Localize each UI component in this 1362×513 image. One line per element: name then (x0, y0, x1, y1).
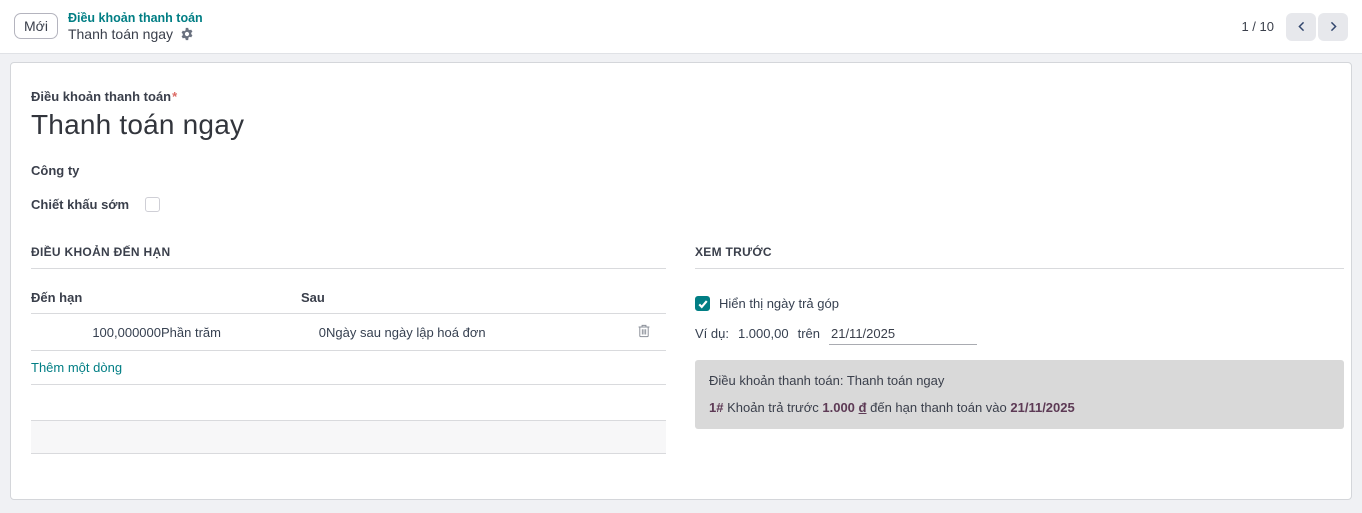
empty-row (31, 384, 666, 421)
trash-icon (638, 324, 649, 338)
due-terms-table: Đến hạn Sau 100,000000 Phần trăm 0 Ngày … (31, 281, 666, 454)
preview-section-title: XEM TRƯỚC (695, 245, 1344, 269)
payment-terms-field-label: Điều khoản thanh toán* (31, 89, 1344, 104)
chevron-right-icon (1330, 21, 1337, 32)
installment-currency: đ (858, 399, 867, 415)
early-discount-label: Chiết khấu sớm (31, 197, 130, 212)
gear-icon[interactable] (180, 27, 194, 41)
pager-next-button[interactable] (1318, 12, 1348, 41)
breadcrumb-parent-link[interactable]: Điều khoản thanh toán (67, 10, 203, 25)
form-sheet: Điều khoản thanh toán* Thanh toán ngay C… (10, 62, 1352, 500)
due-terms-section: ĐIỀU KHOẢN ĐẾN HẠN Đến hạn Sau (31, 245, 666, 454)
installment-index: 1# (709, 399, 724, 415)
installment-text-before: Khoản trả trước (727, 399, 819, 415)
due-term-row: 100,000000 Phần trăm 0 Ngày sau ngày lập… (31, 313, 666, 351)
payment-terms-label-text: Điều khoản thanh toán (31, 89, 172, 104)
control-panel: Mới Điều khoản thanh toán Thanh toán nga… (0, 0, 1362, 54)
due-terms-section-title: ĐIỀU KHOẢN ĐẾN HẠN (31, 245, 666, 269)
pager-previous-button[interactable] (1286, 12, 1316, 41)
due-value-cell[interactable]: 100,000000 (31, 313, 161, 351)
column-header-after: Sau (301, 281, 326, 314)
preview-summary-box: Điều khoản thanh toán: Thanh toán ngay 1… (695, 360, 1344, 430)
delete-row-button[interactable] (637, 323, 651, 338)
preview-summary-line1: Điều khoản thanh toán: Thanh toán ngay (709, 373, 945, 388)
example-date-input[interactable]: 21/11/2025 (828, 326, 977, 345)
show-installment-label: Hiển thị ngày trả góp (719, 296, 839, 311)
required-asterisk: * (172, 89, 178, 104)
after-option-select[interactable]: Ngày sau ngày lập hoá đơn (326, 313, 621, 351)
column-header-actions (621, 281, 666, 314)
due-terms-header-row: Đến hạn Sau (31, 281, 666, 314)
column-header-spacer (161, 281, 301, 314)
check-icon (697, 299, 708, 309)
column-header-due: Đến hạn (31, 281, 161, 314)
installment-amount: 1.000 (822, 399, 855, 415)
example-amount: 1.000,00 (737, 326, 789, 341)
after-days-cell[interactable]: 0 (301, 313, 326, 351)
new-button[interactable]: Mới (14, 13, 58, 40)
breadcrumb-current: Thanh toán ngay (67, 25, 174, 42)
chevron-left-icon (1297, 21, 1304, 32)
pager-value[interactable]: 1 / 10 (1241, 19, 1274, 34)
show-installment-checkbox[interactable] (695, 296, 710, 311)
early-discount-checkbox[interactable] (145, 197, 161, 212)
example-label: Ví dụ: (695, 326, 729, 341)
installment-date: 21/11/2025 (1010, 399, 1075, 415)
add-line-row: Thêm một dòng (31, 350, 666, 385)
preview-section: XEM TRƯỚC Hiển thị ngày trả góp Ví dụ: 1… (695, 245, 1344, 454)
example-row: Ví dụ: 1.000,00 trên 21/11/2025 (695, 326, 1344, 345)
due-value-type-select[interactable]: Phần trăm (161, 313, 301, 351)
add-line-button[interactable]: Thêm một dòng (31, 350, 666, 385)
preview-summary-line2: 1# Khoản trả trước 1.000 đ đến hạn thanh… (709, 400, 1330, 416)
column-header-spacer2 (326, 281, 621, 314)
breadcrumb: Điều khoản thanh toán Thanh toán ngay (68, 11, 203, 43)
example-on-label: trên (797, 326, 820, 341)
payment-terms-name-input[interactable]: Thanh toán ngay (31, 109, 245, 140)
company-field-label: Công ty (31, 163, 80, 178)
empty-row-striped (31, 420, 666, 454)
installment-text-middle: đến hạn thanh toán vào (870, 399, 1007, 415)
